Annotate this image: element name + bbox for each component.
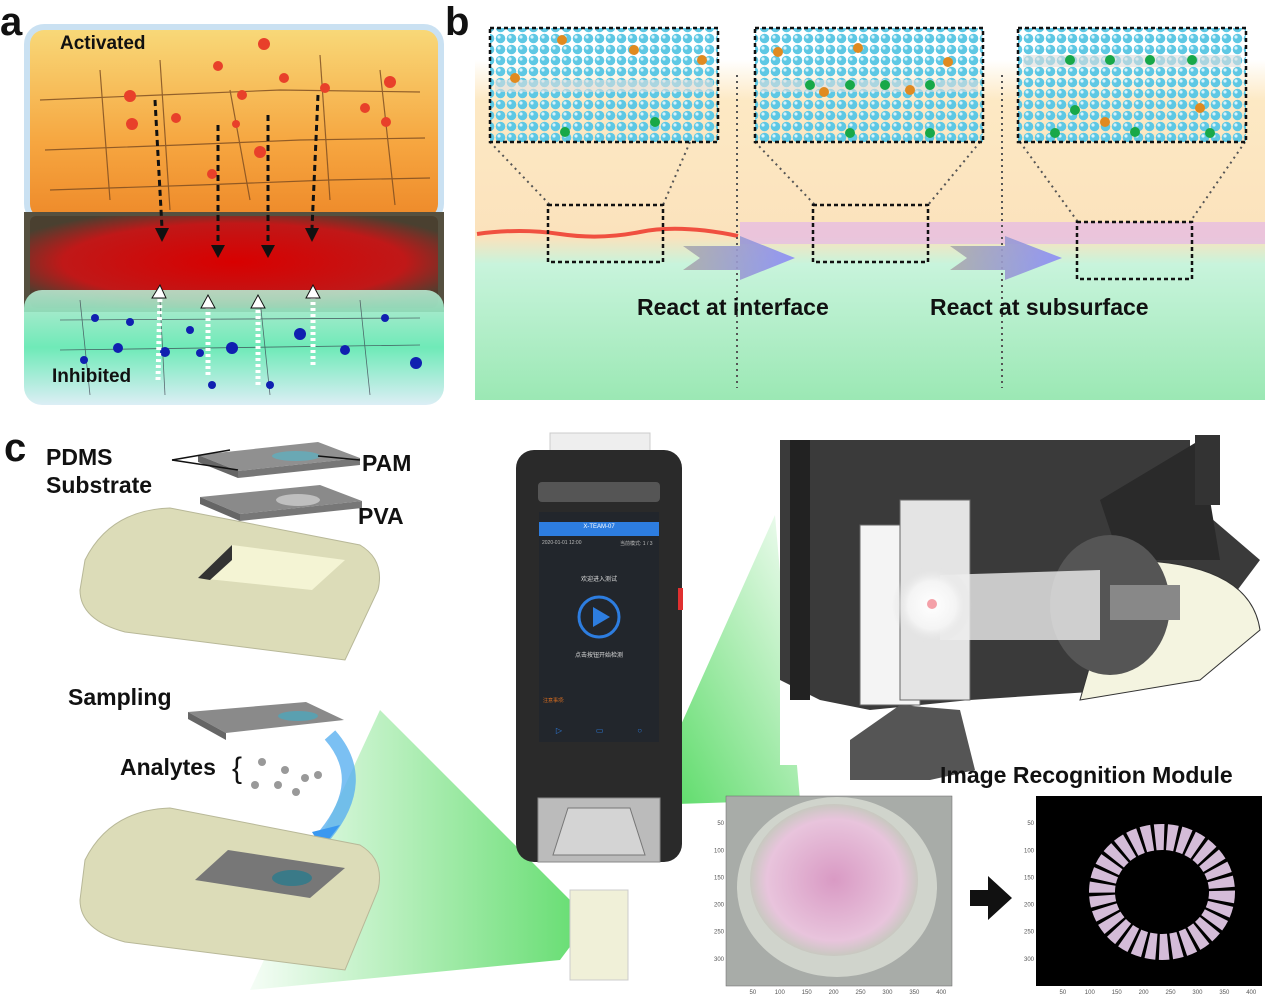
phone-bottom-nav: ▷ ▭ ○ [539, 726, 659, 735]
y-tick-label: 250 [714, 930, 725, 936]
y-tick-label: 100 [714, 848, 725, 854]
play-icon[interactable]: ▷ [555, 726, 563, 735]
x-tick-label: 100 [1085, 990, 1096, 996]
panel-label-a: a [0, 0, 23, 44]
y-tick-label: 150 [714, 875, 725, 881]
react-at-subsurface-label: React at subsurface [930, 294, 1149, 320]
y-tick-label: 50 [1027, 821, 1034, 827]
pam-label: PAM [362, 450, 412, 476]
x-tick-label: 200 [1139, 990, 1150, 996]
x-tick-label: 50 [750, 990, 757, 996]
image-recognition-module-title: Image Recognition Module [940, 762, 1233, 788]
y-tick-label: 150 [1024, 875, 1035, 881]
x-tick-label: 300 [882, 990, 893, 996]
x-tick-label: 150 [802, 990, 813, 996]
phone-screen-header: X-TEAM-07 [583, 524, 615, 530]
phone-notes-title: 注意事项: [543, 698, 565, 704]
x-tick-label: 100 [775, 990, 786, 996]
analytes-brace: { [232, 752, 243, 785]
sample-photo-plot: 50 100 150 200 250 300 350 400 50 100 150 200 250 300 [714, 795, 953, 996]
y-tick-label: 100 [1024, 848, 1035, 854]
phone-play-hint: 点击按钮开始检测 [574, 653, 623, 659]
pdms-label-line2: Substrate [46, 472, 153, 498]
panel-a-illustration [24, 24, 444, 405]
y-tick-label: 200 [1024, 903, 1035, 909]
x-tick-label: 250 [1166, 990, 1177, 996]
analytes-label: Analytes [120, 754, 216, 780]
x-tick-label: 50 [1060, 990, 1067, 996]
y-tick-label: 50 [717, 821, 724, 827]
recognized-region-plot: 50 100 150 200 250 300 350 400 50 100 150 200 250 300 [1024, 796, 1262, 996]
x-tick-label: 400 [1246, 990, 1257, 996]
panel-label-b: b [445, 0, 470, 44]
inhibited-label: Inhibited [52, 366, 132, 387]
x-tick-label: 350 [1219, 990, 1230, 996]
x-tick-label: 350 [909, 990, 920, 996]
panel-b-illustration [475, 26, 1265, 400]
sampling-label: Sampling [68, 684, 172, 710]
x-tick-label: 200 [829, 990, 840, 996]
react-at-interface-label: React at interface [637, 294, 829, 320]
y-tick-label: 250 [1024, 930, 1035, 936]
x-tick-label: 300 [1192, 990, 1203, 996]
phone-status-left: 2020-01-01 12:00 [542, 540, 582, 546]
x-tick-label: 150 [1112, 990, 1123, 996]
y-tick-label: 300 [1024, 957, 1035, 963]
activated-label: Activated [60, 33, 146, 54]
y-tick-label: 300 [714, 957, 725, 963]
report-icon[interactable]: ▭ [595, 726, 604, 735]
pdms-label-line1: PDMS [46, 444, 113, 470]
settings-icon[interactable]: ○ [637, 726, 643, 735]
pva-label: PVA [358, 503, 404, 529]
x-tick-label: 250 [856, 990, 867, 996]
y-tick-label: 200 [714, 903, 725, 909]
x-tick-label: 400 [936, 990, 947, 996]
phone-prompt: 欢迎进入测试 [580, 577, 617, 583]
phone-status-right: 当前模式: 1 / 3 [620, 541, 653, 547]
panel-label-c: c [4, 426, 27, 470]
phone-play-button[interactable] [579, 597, 619, 637]
